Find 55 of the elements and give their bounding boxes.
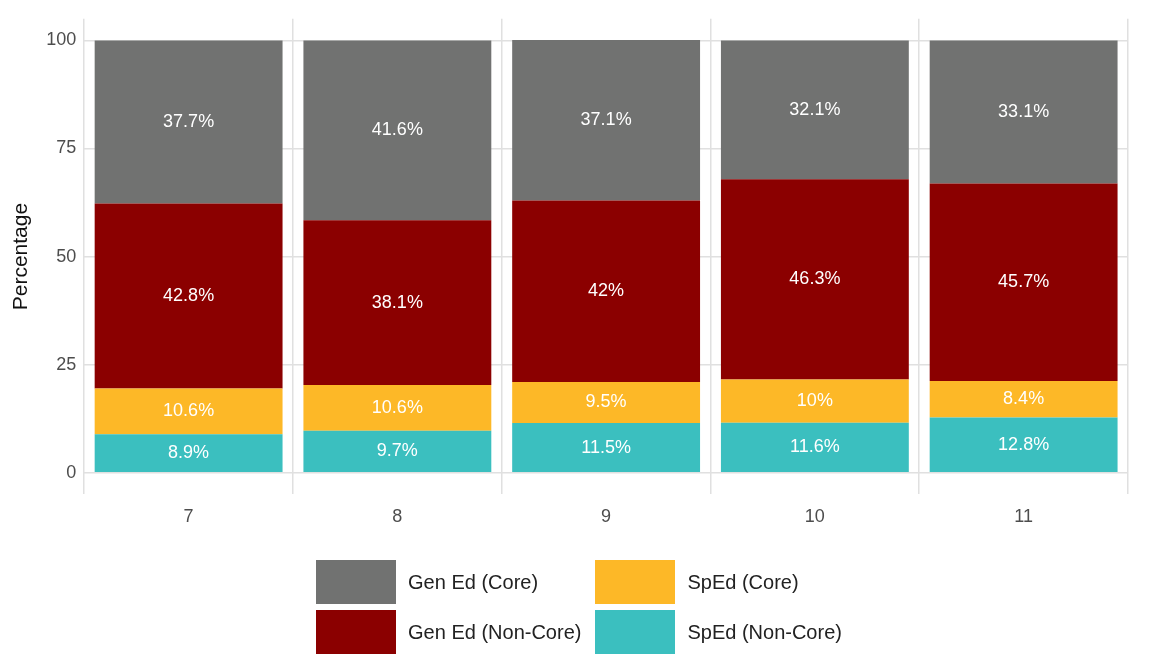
x-tick-label: 11 [1014, 506, 1033, 527]
data-label: 11.6% [790, 436, 840, 457]
x-tick-label: 7 [183, 506, 194, 527]
bar [303, 430, 492, 473]
data-label: 11.5% [581, 436, 631, 457]
data-label: 42.8% [163, 284, 215, 305]
bar [720, 40, 909, 180]
legend-label: Gen Ed (Non-Core) [408, 620, 582, 644]
bar [303, 220, 492, 386]
data-label: 42% [588, 280, 625, 301]
bar [94, 203, 283, 389]
legend-label: SpEd (Core) [687, 570, 799, 594]
data-label: 10% [796, 389, 833, 410]
data-label: 33.1% [998, 100, 1050, 121]
bar [929, 40, 1118, 184]
data-label: 12.8% [998, 433, 1050, 454]
bar [94, 40, 283, 204]
data-label: 9.7% [376, 440, 418, 461]
data-label: 46.3% [789, 268, 841, 289]
legend-label: SpEd (Non-Core) [687, 620, 842, 644]
y-tick-label: 0 [66, 461, 77, 482]
data-label: 10.6% [163, 400, 215, 421]
bar [929, 417, 1118, 473]
data-label: 8.4% [1003, 388, 1045, 409]
bar [512, 39, 701, 201]
bar [512, 200, 701, 382]
data-label: 37.1% [580, 109, 632, 130]
x-tick-label: 9 [601, 506, 612, 527]
bar [929, 381, 1118, 418]
y-tick-label: 75 [56, 137, 77, 158]
data-label: 9.5% [585, 391, 627, 412]
y-axis-title: Percentage [8, 202, 32, 311]
bar [720, 379, 909, 423]
data-label: 45.7% [998, 271, 1050, 292]
bar [94, 434, 283, 473]
bar [929, 183, 1118, 382]
data-label: 32.1% [789, 98, 841, 119]
data-label: 38.1% [371, 291, 423, 312]
bar [303, 40, 492, 221]
data-label: 10.6% [371, 396, 423, 417]
data-label: 8.9% [168, 442, 210, 463]
legend-label: Gen Ed (Core) [408, 570, 539, 594]
y-tick-label: 25 [56, 353, 77, 374]
bar [720, 179, 909, 380]
data-label: 37.7% [163, 110, 215, 131]
bar [512, 423, 701, 473]
y-tick-label: 50 [56, 245, 77, 266]
data-label: 41.6% [371, 119, 423, 140]
bar [512, 381, 701, 424]
bar [303, 385, 492, 431]
bar [94, 388, 283, 435]
x-tick-label: 8 [392, 506, 403, 527]
bar [720, 422, 909, 473]
x-tick-label: 10 [804, 506, 825, 527]
y-tick-label: 100 [46, 29, 77, 50]
